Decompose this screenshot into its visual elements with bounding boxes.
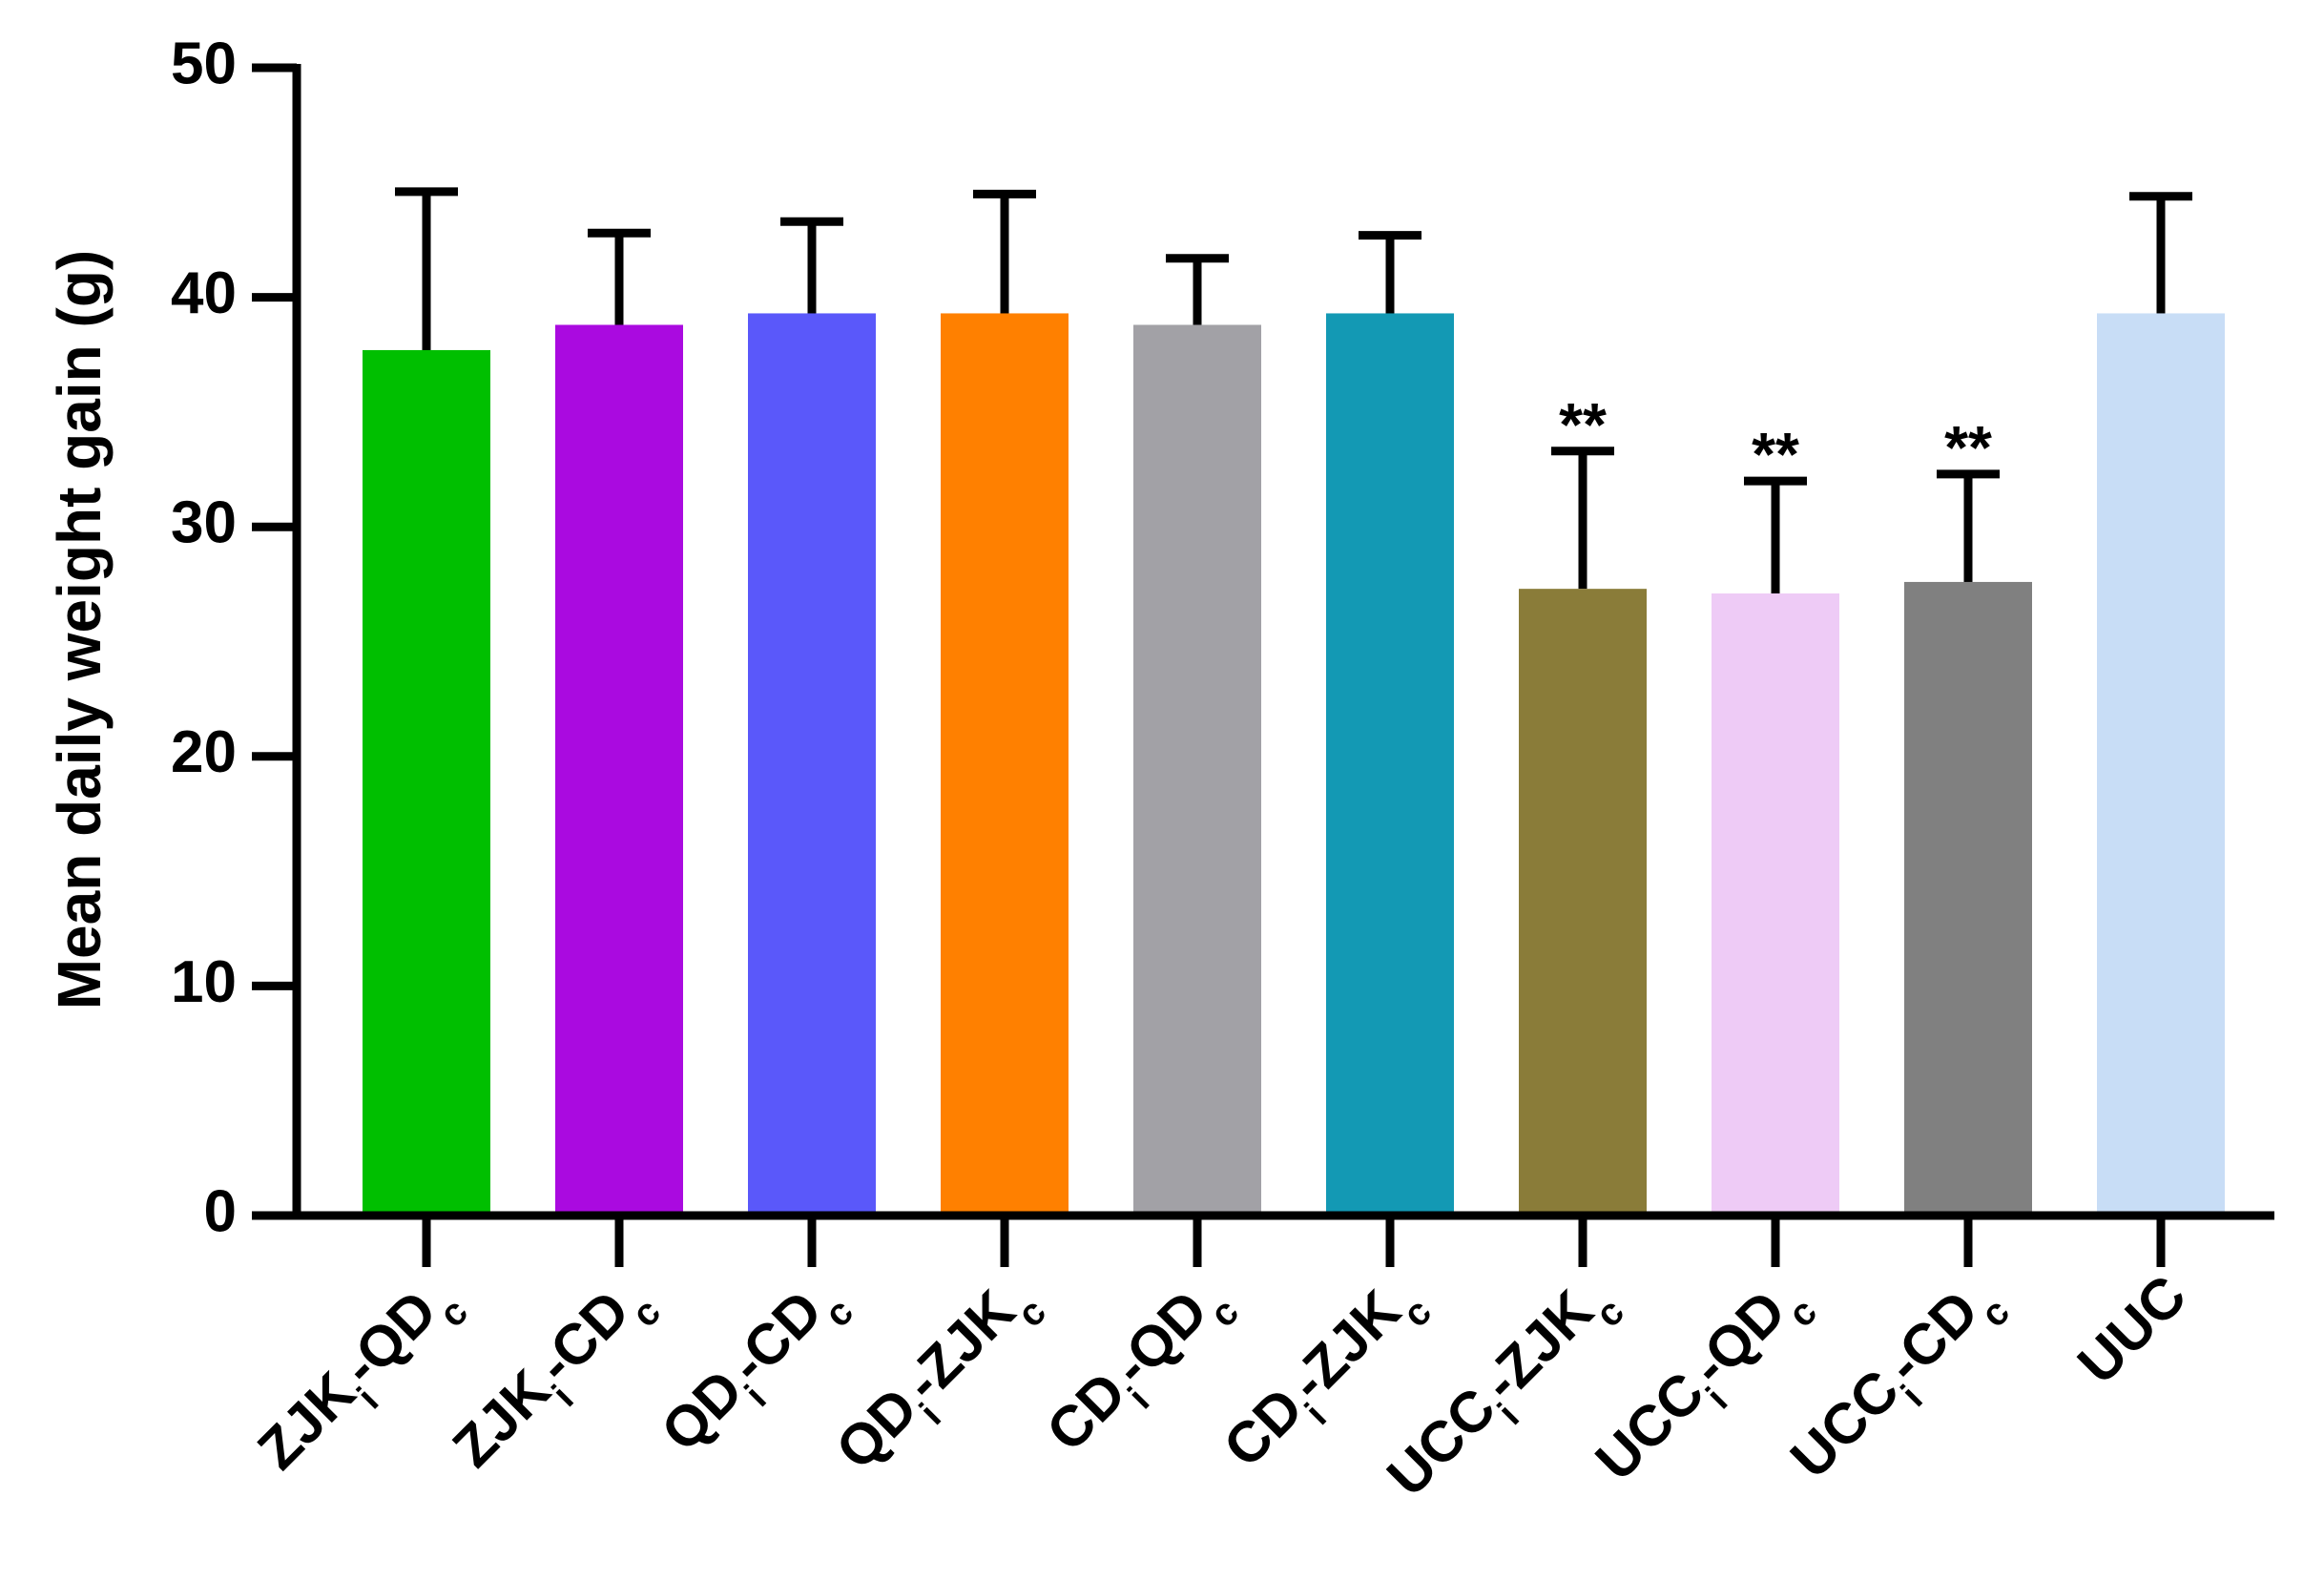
bar bbox=[1712, 592, 1839, 1216]
label-part: UCC bbox=[1375, 1376, 1507, 1508]
label-part: UCC bbox=[1778, 1358, 1911, 1490]
significance-label: ** bbox=[1944, 413, 1992, 482]
label-part: -ZJK bbox=[1277, 1279, 1413, 1414]
y-axis-title: Mean daily weight gain (g) bbox=[45, 250, 114, 1010]
label-part: ZJK bbox=[441, 1358, 563, 1480]
bar bbox=[1326, 313, 1454, 1216]
bar bbox=[1133, 324, 1261, 1216]
label-part: -QD bbox=[329, 1279, 448, 1398]
x-tick-label: ZJKi-CDc bbox=[441, 1263, 669, 1491]
label-part: -CD bbox=[1874, 1279, 1991, 1396]
label-part: -CD bbox=[525, 1279, 642, 1396]
bar bbox=[941, 313, 1069, 1216]
x-tick-label: UUC bbox=[2065, 1263, 2198, 1396]
label-part: UUC bbox=[2065, 1263, 2198, 1396]
x-tick-label: QDi-CDc bbox=[649, 1263, 861, 1476]
label-part: QD bbox=[649, 1358, 755, 1464]
label-part: UCC bbox=[1584, 1360, 1716, 1492]
bar bbox=[555, 324, 683, 1216]
label-part: -QD bbox=[1678, 1279, 1797, 1398]
label-part: -CD bbox=[717, 1279, 835, 1396]
x-tick-label: ZJKi-QDc bbox=[245, 1263, 476, 1494]
label-part: QD bbox=[823, 1376, 929, 1482]
label-part: -QD bbox=[1100, 1279, 1219, 1398]
y-tick-label: 10 bbox=[171, 949, 237, 1015]
significance-label: ** bbox=[1752, 420, 1799, 489]
x-tick-label: QDi-ZJKc bbox=[823, 1263, 1054, 1494]
y-tick-label: 0 bbox=[204, 1178, 237, 1244]
y-tick-label: 40 bbox=[171, 260, 237, 326]
y-tick-label: 50 bbox=[171, 31, 237, 96]
bar bbox=[363, 349, 490, 1216]
x-tick-label: UCCi-QDc bbox=[1584, 1263, 1825, 1505]
y-tick-label: 20 bbox=[171, 719, 237, 785]
bar bbox=[748, 313, 876, 1216]
bar bbox=[1904, 581, 2032, 1216]
label-part: -ZJK bbox=[1470, 1279, 1606, 1414]
x-tick-label: UCCi-CDc bbox=[1778, 1263, 2018, 1503]
label-part: -ZJK bbox=[892, 1279, 1027, 1414]
y-tick-label: 30 bbox=[171, 490, 237, 556]
bar bbox=[1519, 589, 1647, 1216]
significance-label: ** bbox=[1559, 390, 1607, 459]
bar bbox=[2097, 313, 2225, 1216]
x-tick-label: CDi-QDc bbox=[1034, 1263, 1247, 1476]
label-part: ZJK bbox=[245, 1360, 367, 1482]
